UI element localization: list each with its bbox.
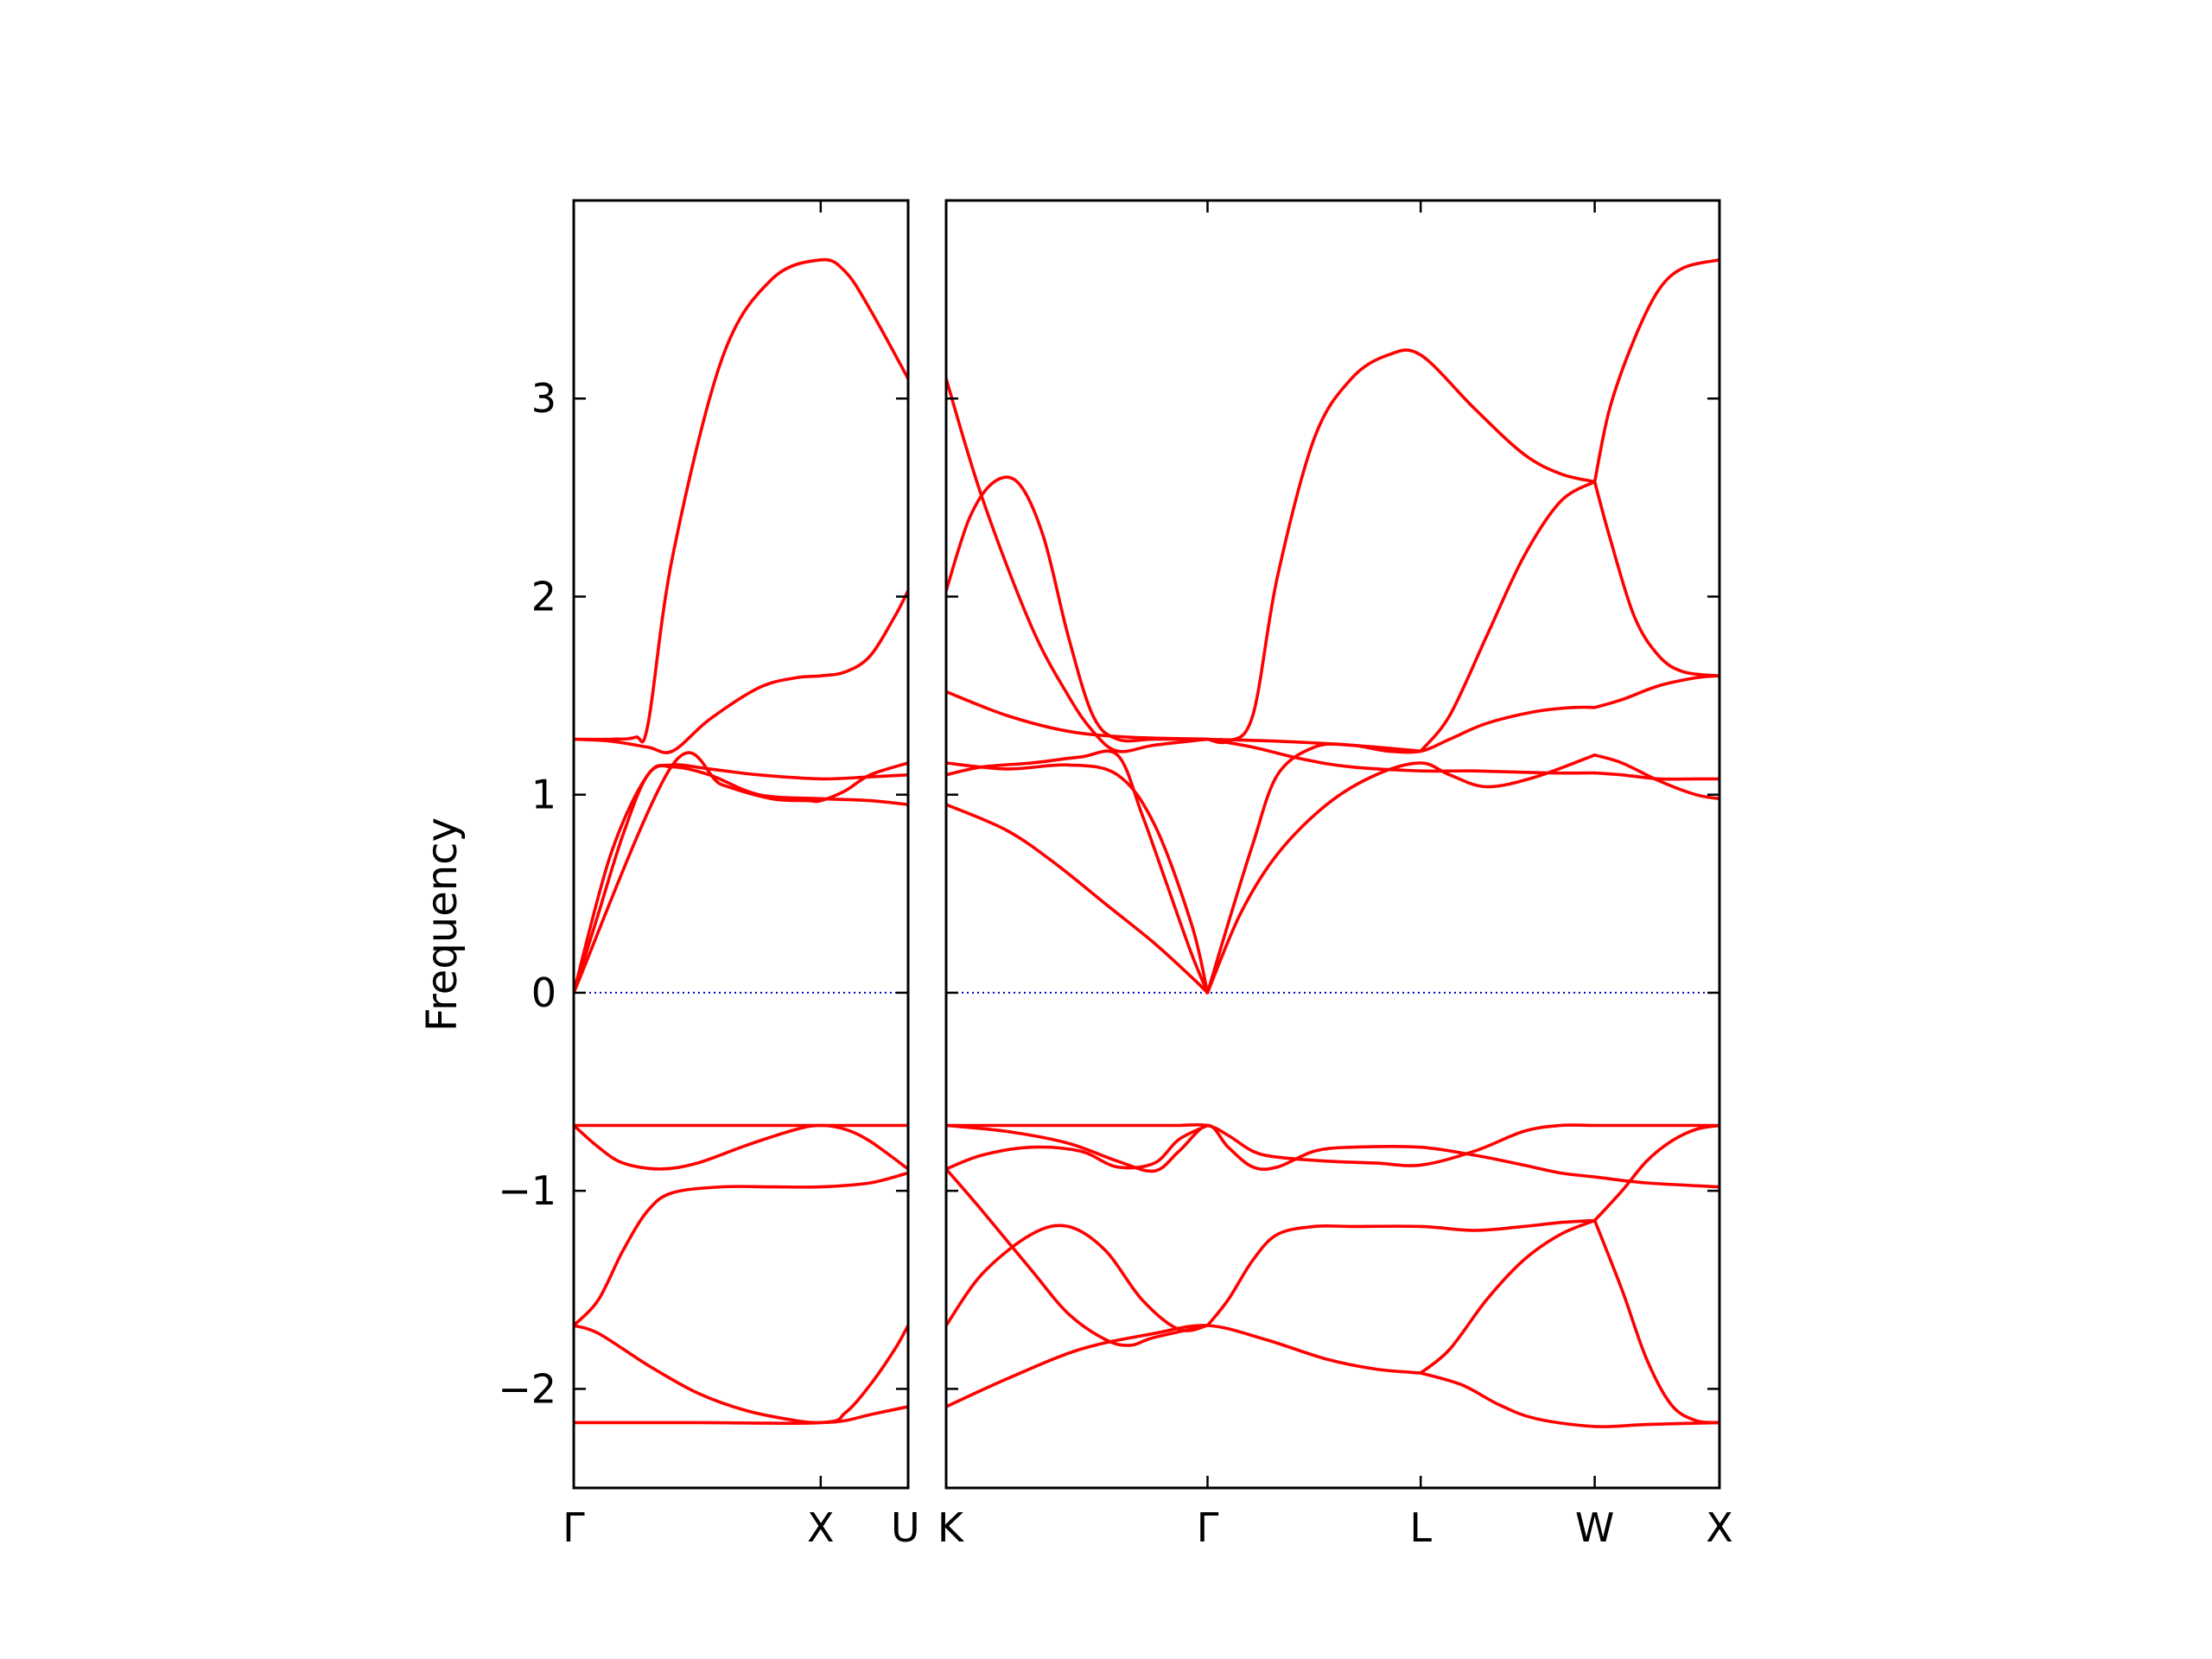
band-line bbox=[574, 763, 908, 995]
band-line bbox=[946, 377, 1210, 753]
band-line bbox=[1592, 753, 1719, 801]
band-line bbox=[1205, 705, 1597, 995]
band-line bbox=[1592, 1123, 1719, 1223]
band-line bbox=[1592, 1218, 1719, 1425]
y-tick-label: 0 bbox=[531, 969, 556, 1016]
band-line bbox=[574, 257, 908, 744]
y-axis-title: Frequency bbox=[418, 817, 467, 1032]
band-line bbox=[574, 1171, 908, 1327]
band-line bbox=[1419, 1371, 1719, 1428]
band-line bbox=[1205, 753, 1597, 995]
band-line bbox=[1205, 348, 1597, 745]
band-line bbox=[946, 761, 1210, 995]
y-tick-label: 1 bbox=[531, 772, 556, 818]
y-tick-label: 3 bbox=[531, 375, 556, 422]
axes-frame bbox=[572, 199, 910, 1490]
band-line bbox=[574, 1324, 908, 1426]
band-line bbox=[1419, 1218, 1597, 1375]
band-line bbox=[946, 1123, 1210, 1171]
band-line bbox=[946, 475, 1210, 743]
band-line bbox=[1592, 480, 1719, 677]
band-line bbox=[1205, 737, 1597, 775]
x-tick-label: Γ bbox=[1197, 1504, 1219, 1551]
band-line bbox=[1592, 258, 1719, 484]
axes-frame bbox=[944, 199, 1721, 1490]
plot-panels: −2 −1 0 1 2 3 Γ X U K Γ L W X bbox=[498, 199, 1733, 1551]
x-tick-label: W bbox=[1575, 1504, 1614, 1551]
band-line bbox=[574, 588, 908, 754]
band-line bbox=[1592, 674, 1719, 709]
bands bbox=[574, 257, 908, 1426]
bands bbox=[946, 258, 1719, 1428]
band-line bbox=[1592, 771, 1719, 781]
x-tick-label: Γ bbox=[563, 1504, 585, 1551]
x-tick-label: U bbox=[891, 1504, 920, 1551]
band-line bbox=[574, 751, 908, 995]
band-line bbox=[946, 1324, 1422, 1408]
y-tick-label: 2 bbox=[531, 573, 556, 620]
band-line bbox=[1205, 1218, 1597, 1327]
x-tick-label: K bbox=[938, 1504, 965, 1551]
band-line bbox=[1419, 480, 1597, 753]
band-line bbox=[946, 1167, 1210, 1347]
band-line bbox=[946, 1224, 1210, 1332]
band-line bbox=[946, 749, 1210, 995]
band-line bbox=[946, 803, 1210, 995]
y-tick-label: −2 bbox=[498, 1365, 556, 1412]
panel-1: −2 −1 0 1 2 3 Γ X U bbox=[498, 199, 920, 1551]
x-tick-label: L bbox=[1409, 1504, 1432, 1551]
y-tick-label: −1 bbox=[498, 1167, 556, 1214]
x-tick-label: X bbox=[1706, 1504, 1733, 1551]
band-line bbox=[946, 1123, 1719, 1189]
band-line bbox=[946, 1122, 1719, 1167]
x-tick-label: X bbox=[807, 1504, 835, 1551]
band-line bbox=[574, 764, 908, 995]
band-line bbox=[574, 1324, 908, 1425]
band-line bbox=[574, 1123, 908, 1171]
